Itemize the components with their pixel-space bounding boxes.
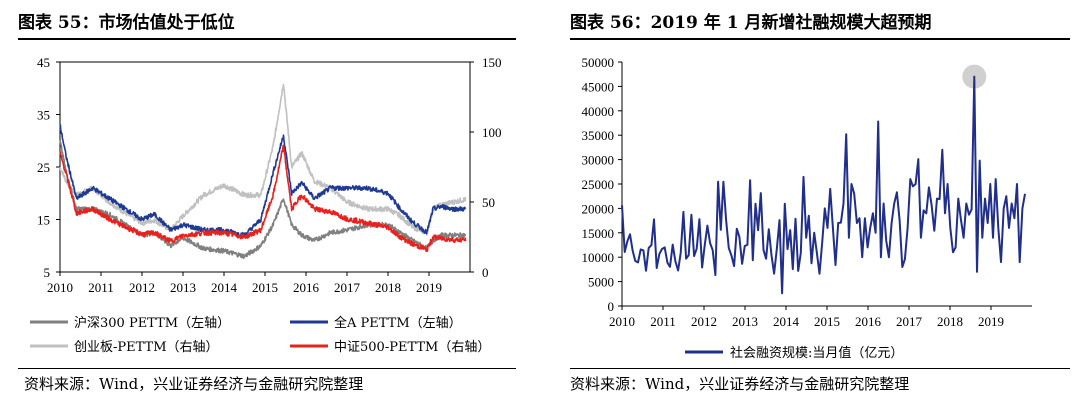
x-tick-label: 2012: [129, 280, 155, 295]
right-y-tick-label: 0: [482, 265, 489, 280]
left-legend-label: 沪深300 PETTM（左轴）: [74, 315, 230, 331]
left-legend-label: 中证500-PETTM（右轴）: [334, 340, 490, 355]
left-series-line: [59, 83, 467, 236]
left-source-rule: [18, 368, 516, 369]
right-y-tick-label: 35000: [582, 128, 615, 143]
x-tick-label: 2017: [334, 280, 361, 295]
right-chart-svg: 0 5000 10000 15000 20000 25000 30000 35000 40000…: [582, 55, 1032, 361]
right-x-tick-label: 2013: [732, 314, 758, 329]
left-y-tick-label: 35: [37, 108, 50, 123]
right-x-tick-label: 2016: [855, 314, 882, 329]
right-x-tick-label: 2011: [650, 314, 676, 329]
left-series-line: [59, 124, 467, 238]
right-y-tick-label: 45000: [582, 79, 615, 94]
left-legend-label: 全A PETTM（左轴）: [334, 315, 462, 331]
right-y-tick-label: 5000: [588, 275, 614, 290]
right-legend-label: 社会融资规模:当月值（亿元）: [730, 345, 903, 361]
right-x-tick-label: 2015: [814, 314, 840, 329]
right-y-tick-label: 10000: [582, 250, 615, 265]
right-x-tick-label: 2019: [978, 314, 1004, 329]
right-y-tick-label: 40000: [582, 104, 615, 119]
left-title-rule: [18, 38, 516, 40]
right-y-tick-label: 50: [482, 195, 495, 210]
left-chart-panel: 图表 55：市场估值处于低位 5 15 25 35 45 0 50 100 150 2010 201…: [0, 0, 530, 419]
left-series-line: [59, 144, 467, 252]
left-y-tick-label: 5: [44, 265, 51, 280]
left-chart-title: 图表 55：市场估值处于低位: [18, 13, 235, 33]
right-x-tick-label: 2010: [609, 314, 635, 329]
x-tick-label: 2013: [170, 280, 196, 295]
right-y-tick-label: 100: [482, 125, 502, 140]
right-x-tick-label: 2017: [896, 314, 923, 329]
x-tick-label: 2015: [252, 280, 278, 295]
right-y-tick-label: 25000: [582, 177, 615, 192]
right-chart-title: 图表 56：2019 年 1 月新增社融规模大超预期: [570, 13, 932, 33]
x-tick-label: 2014: [211, 280, 238, 295]
right-x-tick-label: 2014: [773, 314, 800, 329]
right-y-tick-label: 50000: [582, 55, 615, 70]
right-x-tick-label: 2012: [691, 314, 717, 329]
left-y-tick-label: 15: [37, 213, 50, 228]
left-y-tick-label: 25: [37, 160, 50, 175]
x-tick-label: 2010: [47, 280, 73, 295]
right-x-tick-label: 2018: [937, 314, 963, 329]
left-series-line: [59, 140, 467, 259]
x-tick-label: 2016: [293, 280, 320, 295]
right-y-tick-label: 20000: [582, 201, 615, 216]
right-chart-panel: 图表 56：2019 年 1 月新增社融规模大超预期 0 5000 10000 150…: [560, 0, 1080, 419]
right-source-rule: [570, 368, 1070, 369]
right-title-rule: [570, 38, 1070, 40]
right-series-line: [621, 75, 1026, 295]
right-y-tick-label: 30000: [582, 153, 615, 168]
x-tick-label: 2011: [88, 280, 114, 295]
right-y-tick-label: 0: [608, 299, 615, 314]
right-source-text: 资料来源：Wind，兴业证券经济与金融研究院整理: [570, 375, 910, 393]
right-y-tick-label: 15000: [582, 226, 615, 241]
left-chart-svg: 5 15 25 35 45 0 50 100 150 2010 2011 2012 2013 2014 20…: [30, 55, 502, 355]
right-y-tick-label: 150: [482, 55, 502, 70]
x-tick-label: 2018: [375, 280, 401, 295]
left-y-tick-label: 45: [37, 55, 50, 70]
left-source-text: 资料来源：Wind，兴业证券经济与金融研究院整理: [24, 375, 364, 393]
left-legend-label: 创业板-PETTM（右轴）: [74, 340, 219, 355]
x-tick-label: 2019: [416, 280, 442, 295]
